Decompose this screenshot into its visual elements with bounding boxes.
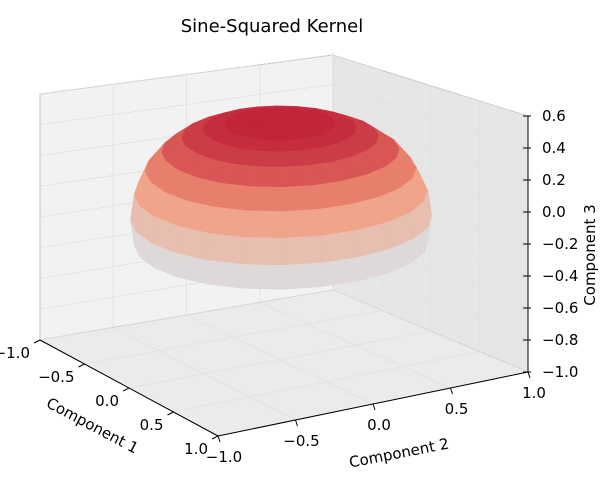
surface-patch — [243, 237, 284, 266]
surface-patch — [321, 229, 360, 263]
z-tick-label: −0.6 — [542, 299, 578, 317]
x-tick-label: −0.5 — [38, 368, 74, 386]
y-tick — [527, 371, 531, 379]
x-tick-label: 0.5 — [140, 416, 164, 434]
x-axis-title: Component 1 — [43, 394, 141, 458]
grid-line — [259, 302, 451, 389]
surface-patch — [282, 209, 322, 239]
z-tick-label: −0.4 — [542, 267, 578, 285]
surface-patch — [282, 185, 319, 212]
z-tick-label: 0.0 — [542, 203, 566, 221]
surface-patch — [243, 263, 284, 290]
y-tick-label: 0.0 — [367, 416, 391, 434]
y-tick-label: 1.0 — [522, 384, 546, 402]
surface-patch — [282, 262, 323, 290]
y-ticks: −1.0 −0.5 0.0 0.5 1.0 — [206, 371, 546, 466]
surface-patch — [281, 165, 314, 188]
surface-patch — [251, 166, 283, 188]
y-tick — [295, 419, 298, 427]
x-ticks: −1.0 −0.5 0.0 0.5 1.0 — [0, 339, 219, 458]
grid-line — [173, 351, 480, 413]
y-tick-label: −0.5 — [283, 432, 319, 450]
surface-patch — [247, 186, 283, 212]
z-tick-label: 0.2 — [542, 171, 566, 189]
y-axis-title: Component 2 — [348, 435, 451, 472]
z-ticks: −1.0 −0.8 −0.6 −0.4 −0.2 0.0 0.2 0.4 0.6 — [523, 107, 578, 381]
x-tick-label: 0.0 — [95, 392, 119, 410]
surface — [130, 105, 432, 290]
chart-title: Sine-Squared Kernel — [181, 16, 363, 37]
x-tick — [122, 387, 130, 392]
y-tick-label: 0.5 — [445, 400, 469, 418]
z-tick-label: −0.2 — [542, 235, 578, 253]
z-tick-label: 0.6 — [542, 107, 566, 125]
x-tick — [167, 411, 174, 416]
grid-line — [39, 54, 529, 117]
surface-patch — [208, 206, 248, 238]
y-tick — [372, 403, 376, 411]
surface-patch — [206, 233, 245, 265]
x-tick-label: 1.0 — [184, 440, 208, 458]
z-tick-label: 0.4 — [542, 139, 566, 157]
x-tick — [78, 363, 85, 368]
z-tick-label: −0.8 — [542, 331, 578, 349]
grid-line — [39, 83, 529, 149]
surface-patch — [282, 235, 323, 266]
y-tick-label: −1.0 — [206, 448, 242, 466]
grid-line — [39, 289, 529, 373]
grid-line — [186, 314, 374, 405]
y-tick — [217, 435, 221, 443]
x-tick — [211, 435, 219, 440]
surface-patch — [244, 210, 284, 239]
x-tick-label: −1.0 — [0, 344, 30, 362]
x-tick — [33, 339, 41, 344]
z-tick-label: −1.0 — [542, 363, 578, 381]
y-tick — [450, 387, 453, 395]
z-axis-title: Component 3 — [581, 204, 599, 305]
surface-patch — [206, 259, 245, 289]
